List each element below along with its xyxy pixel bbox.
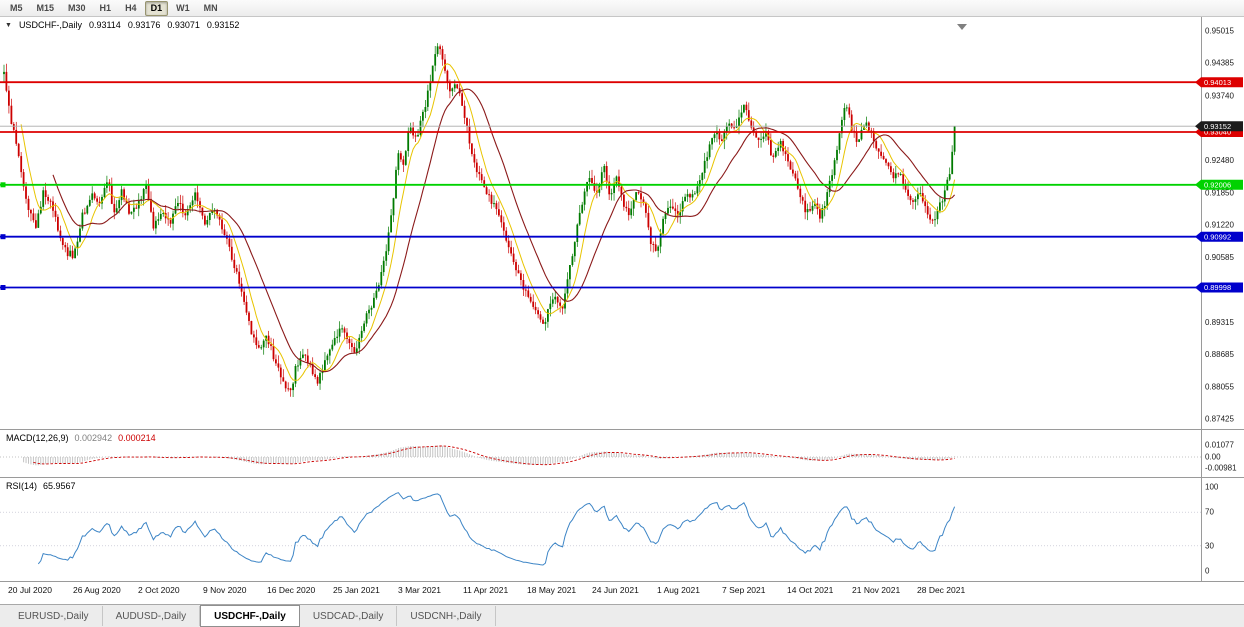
- ohlc-high: 0.93176: [127, 20, 161, 30]
- price-tags: 0.94013 0.93040 0.92006 0.90992 0.89998 0.931…: [1195, 77, 1243, 293]
- svg-text:0.91850: 0.91850: [1205, 188, 1234, 197]
- tab-usdchf-daily[interactable]: USDCHF-,Daily: [200, 605, 300, 627]
- macd-panel: 0.01077 0.00-0.00981: [0, 441, 1237, 472]
- level-price-tag: [1195, 282, 1243, 293]
- chart-shift-marker-icon[interactable]: [957, 24, 967, 30]
- horizontal-levels: [0, 81, 1201, 290]
- svg-text:0.00: 0.00: [1205, 453, 1221, 462]
- svg-text:25 Jan 2021: 25 Jan 2021: [333, 585, 380, 595]
- svg-text:0.87425: 0.87425: [1205, 415, 1234, 424]
- level-price-tag: [1195, 231, 1243, 242]
- svg-text:0.01077: 0.01077: [1205, 441, 1234, 450]
- rsi-title: RSI(14): [6, 481, 38, 491]
- svg-text:28 Dec 2021: 28 Dec 2021: [917, 585, 965, 595]
- svg-text:0.88685: 0.88685: [1205, 350, 1234, 359]
- level-edge-marker[interactable]: [0, 285, 6, 290]
- timeframe-button-h1[interactable]: H1: [99, 2, 112, 13]
- macd-signal-value: 0.000214: [118, 433, 156, 443]
- chart-ohlc-header: ▼ USDCHF-,Daily 0.93114 0.93176 0.93071 …: [5, 20, 239, 30]
- svg-text:70: 70: [1205, 508, 1214, 517]
- ohlc-close: 0.93152: [206, 20, 240, 30]
- svg-text:26 Aug 2020: 26 Aug 2020: [73, 585, 121, 595]
- moving-averages: [20, 63, 956, 381]
- svg-text:11 Apr 2021: 11 Apr 2021: [463, 585, 508, 595]
- svg-text:9 Nov 2020: 9 Nov 2020: [203, 585, 247, 595]
- symbol-title: USDCHF-,Daily: [18, 20, 82, 30]
- axes: 0.95015 0.94385 0.93740 0.92480 0.91850 0.912…: [0, 17, 1244, 582]
- svg-text:30: 30: [1205, 541, 1214, 550]
- svg-text:0.93152: 0.93152: [1204, 122, 1231, 131]
- svg-text:3 Mar 2021: 3 Mar 2021: [398, 585, 441, 595]
- svg-text:0.93740: 0.93740: [1205, 92, 1234, 101]
- svg-text:0.94385: 0.94385: [1205, 59, 1234, 68]
- svg-text:16 Dec 2020: 16 Dec 2020: [267, 585, 315, 595]
- timeframe-toolbar: M5 M15 M30 H1 H4 D1 W1 MN: [0, 0, 1244, 17]
- svg-text:21 Nov 2021: 21 Nov 2021: [852, 585, 900, 595]
- tab-eurusd-daily[interactable]: EURUSD-,Daily: [5, 606, 103, 626]
- svg-text:0.91220: 0.91220: [1205, 221, 1234, 230]
- rsi-panel: 100 70 30 0: [0, 483, 1219, 576]
- svg-text:0.89315: 0.89315: [1205, 318, 1234, 327]
- svg-text:0.92006: 0.92006: [1204, 180, 1231, 189]
- level-edge-marker[interactable]: [0, 234, 6, 240]
- svg-text:0.95015: 0.95015: [1205, 27, 1234, 36]
- rsi-line: [37, 492, 956, 566]
- symbol-tabbar: EURUSD-,Daily AUDUSD-,Daily USDCHF-,Daily U…: [0, 604, 1244, 627]
- tab-audusd-daily[interactable]: AUDUSD-,Daily: [103, 606, 201, 626]
- timeframe-button-m30[interactable]: M30: [68, 2, 86, 13]
- current-price-tag: [1195, 121, 1243, 132]
- svg-text:7 Sep 2021: 7 Sep 2021: [722, 585, 766, 595]
- svg-text:0.89998: 0.89998: [1204, 283, 1231, 292]
- rsi-indicator-label: RSI(14) 65.9567: [6, 481, 76, 491]
- level-price-tag: [1195, 77, 1243, 88]
- ohlc-open: 0.93114: [88, 20, 121, 30]
- svg-text:-0.00981: -0.00981: [1205, 463, 1237, 472]
- date-axis: 20 Jul 2020 26 Aug 2020 2 Oct 2020 9 Nov 20…: [8, 585, 965, 595]
- macd-main-value: 0.002942: [74, 433, 113, 443]
- svg-text:2 Oct 2020: 2 Oct 2020: [138, 585, 180, 595]
- timeframe-button-m15[interactable]: M15: [36, 2, 55, 13]
- timeframe-button-d1[interactable]: D1: [144, 0, 169, 16]
- svg-text:0.90585: 0.90585: [1205, 253, 1234, 262]
- svg-text:20 Jul 2020: 20 Jul 2020: [8, 585, 52, 595]
- macd-title: MACD(12,26,9): [6, 433, 69, 443]
- timeframe-button-w1[interactable]: W1: [176, 2, 190, 13]
- svg-text:1 Aug 2021: 1 Aug 2021: [657, 585, 700, 595]
- rsi-value: 65.9567: [43, 481, 76, 491]
- macd-indicator-label: MACD(12,26,9) 0.002942 0.000214: [6, 433, 156, 443]
- svg-text:24 Jun 2021: 24 Jun 2021: [592, 585, 639, 595]
- ohlc-low: 0.93071: [167, 20, 200, 30]
- svg-text:0: 0: [1205, 567, 1210, 576]
- tab-usdcnh-daily[interactable]: USDCNH-,Daily: [397, 606, 496, 626]
- level-price-tag: [1195, 179, 1243, 190]
- svg-text:18 May 2021: 18 May 2021: [527, 585, 576, 595]
- timeframe-button-mn[interactable]: MN: [203, 2, 218, 13]
- chart-background: [0, 17, 1244, 604]
- timeframe-button-h4[interactable]: H4: [125, 2, 137, 13]
- svg-text:0.93040: 0.93040: [1204, 128, 1231, 137]
- ma-fast-line: [20, 63, 956, 381]
- svg-text:0.90992: 0.90992: [1204, 232, 1231, 241]
- macd-signal-line: [33, 445, 955, 466]
- svg-text:0.88055: 0.88055: [1205, 382, 1234, 391]
- symbol-dropdown-icon[interactable]: ▼: [5, 21, 12, 29]
- svg-text:0.92480: 0.92480: [1205, 156, 1234, 165]
- svg-text:14 Oct 2021: 14 Oct 2021: [787, 585, 834, 595]
- ma-slow-line: [52, 88, 956, 373]
- tab-usdcad-daily[interactable]: USDCAD-,Daily: [300, 606, 398, 626]
- svg-text:0.94013: 0.94013: [1204, 78, 1231, 87]
- level-edge-marker[interactable]: [0, 182, 6, 188]
- svg-text:100: 100: [1205, 483, 1219, 492]
- timeframe-button-m5[interactable]: M5: [10, 2, 23, 13]
